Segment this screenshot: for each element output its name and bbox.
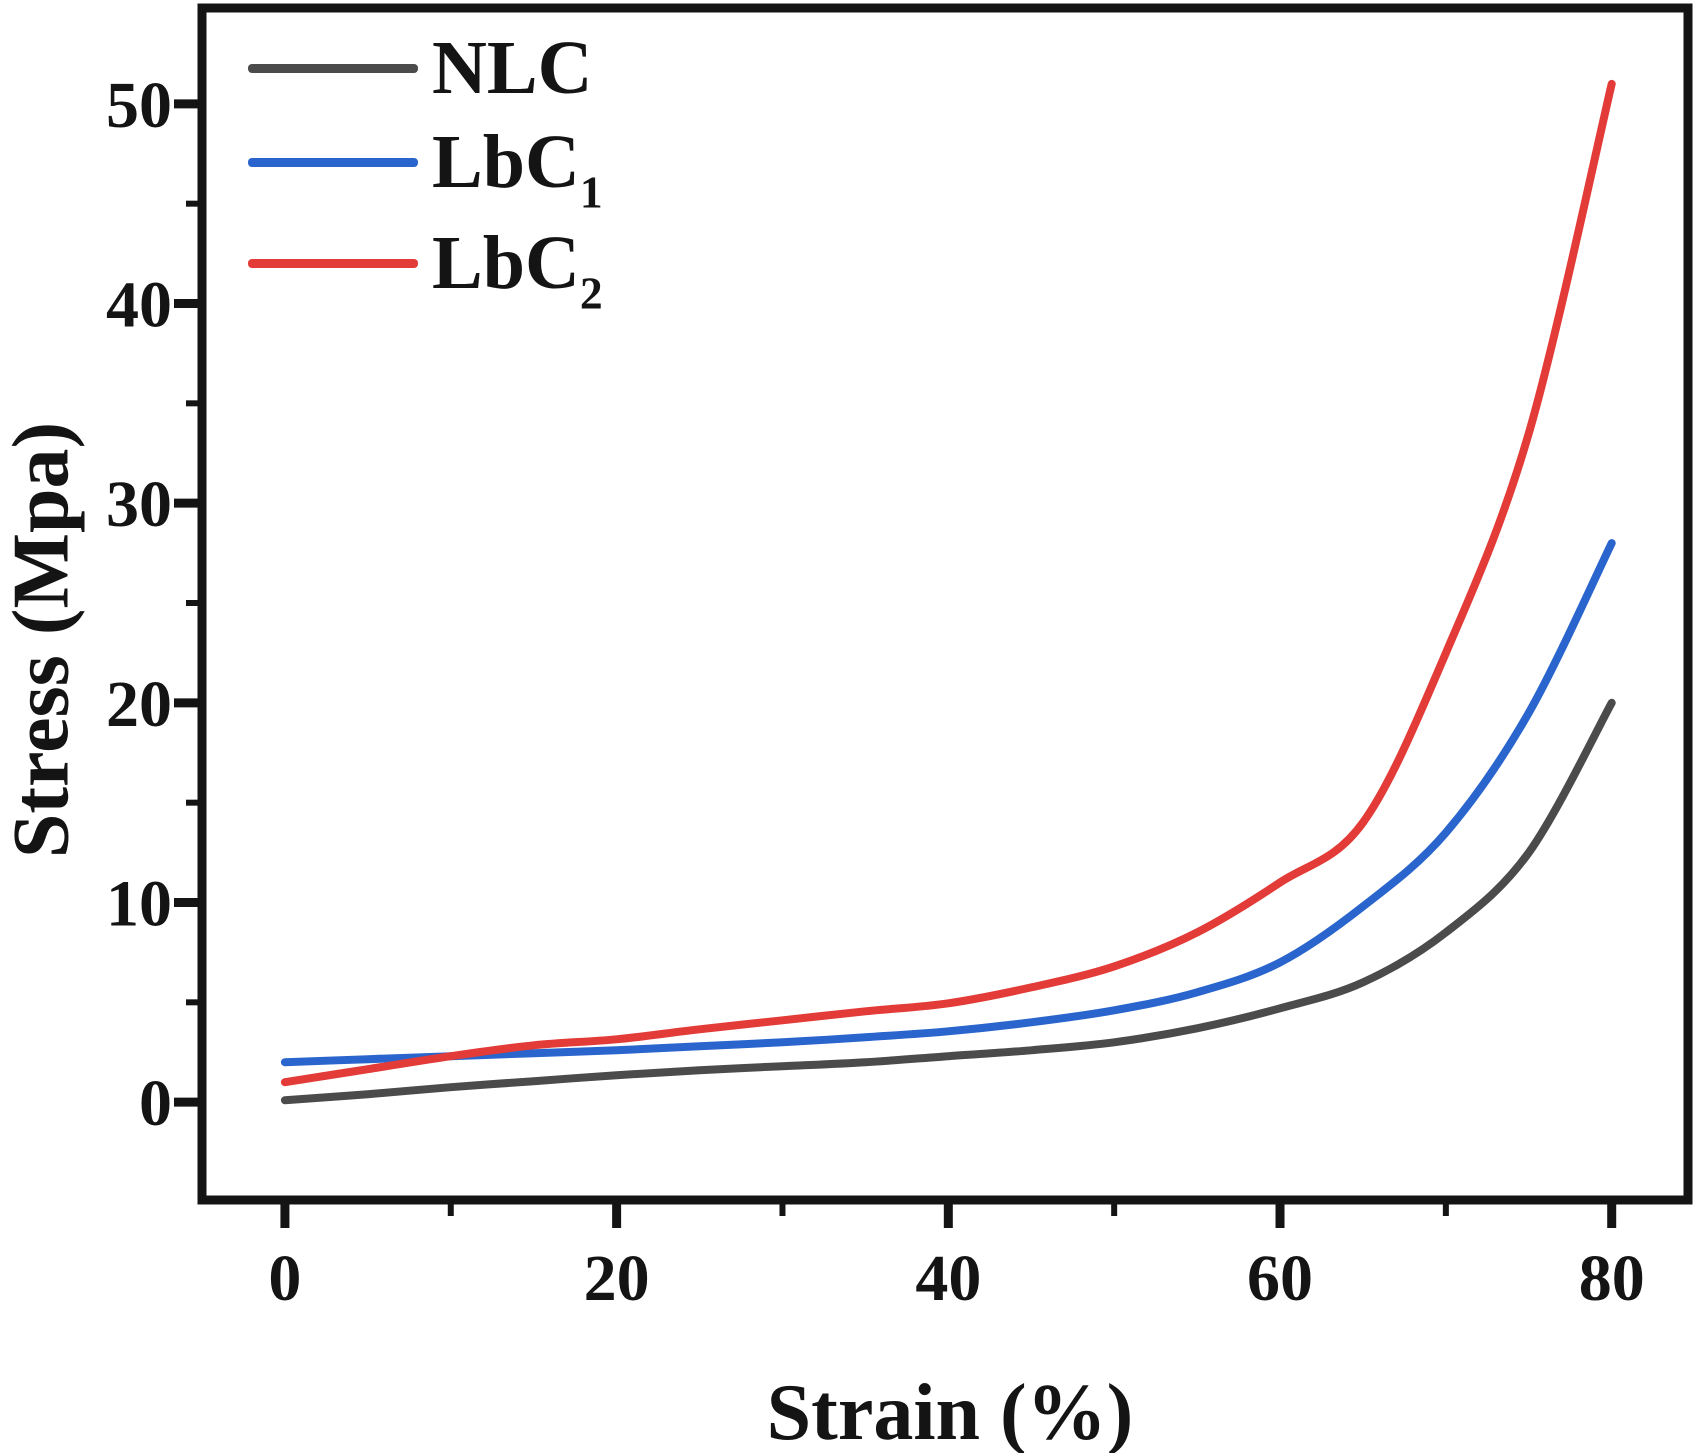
legend-subscript: 1 [579, 166, 603, 218]
legend-label-nlc: NLC [432, 25, 592, 112]
series-line-lbc1 [280, 539, 1616, 1067]
lbc2-line-swatch [248, 258, 418, 268]
x-tick-label: 80 [1579, 1242, 1645, 1315]
legend-text: LbC [432, 119, 580, 204]
x-tick-label: 40 [915, 1242, 981, 1315]
x-axis-title: Strain (%) [766, 1369, 1134, 1453]
y-axis-title: Stress (Mpa) [0, 421, 86, 859]
x-tick-label: 60 [1247, 1242, 1313, 1315]
y-tick-label: 50 [106, 69, 172, 142]
legend-label-lbc1: LbC1 [432, 119, 603, 215]
series-line-lbc2 [280, 79, 1616, 1087]
y-tick-label: 40 [106, 269, 172, 342]
series-line-nlc [280, 698, 1616, 1105]
legend-label-lbc2: LbC2 [432, 220, 603, 316]
x-tick-label: 0 [268, 1242, 301, 1315]
legend-text: LbC [432, 220, 580, 305]
legend-subscript: 2 [579, 267, 603, 319]
y-tick-label: 10 [106, 867, 172, 940]
legend-item-lbc1: LbC1 [248, 112, 603, 215]
legend-text: NLC [432, 25, 593, 110]
nlc-line-swatch [248, 63, 418, 73]
legend-item-lbc2: LbC2 [248, 213, 603, 316]
y-tick-label: 20 [106, 668, 172, 741]
plot-frame [197, 3, 1693, 1205]
y-tick-label: 30 [106, 468, 172, 541]
legend-item-nlc: NLC [248, 18, 592, 118]
y-tick-label: 0 [139, 1067, 172, 1140]
x-tick-label: 20 [584, 1242, 650, 1315]
lbc1-line-swatch [248, 157, 418, 167]
